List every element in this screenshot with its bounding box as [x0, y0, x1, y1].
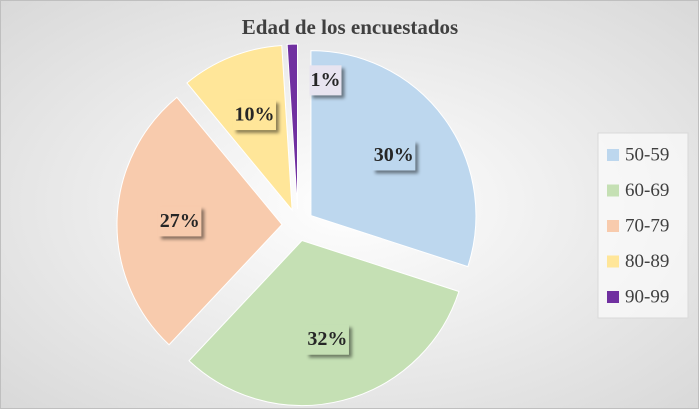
data-label-box	[232, 100, 276, 131]
legend-label: 60-69	[625, 180, 669, 201]
data-label-box	[372, 140, 416, 171]
legend-swatch	[607, 184, 619, 197]
data-label-box	[309, 65, 342, 96]
data-label: 27%	[160, 210, 200, 232]
pie-slice	[188, 239, 460, 406]
data-label: 30%	[374, 144, 414, 166]
data-label-box	[158, 206, 202, 237]
pie-slice	[286, 43, 298, 210]
chart-title: Edad de los encuestados	[242, 15, 458, 39]
legend-label: 50-59	[625, 144, 669, 165]
legend-label: 90-99	[625, 286, 669, 307]
data-label: 10%	[234, 104, 274, 126]
data-label: 32%	[307, 328, 347, 350]
legend-swatch	[607, 291, 619, 303]
legend-swatch	[607, 255, 619, 268]
data-label: 1%	[310, 69, 340, 91]
legend-label: 80-89	[625, 251, 669, 272]
legend-label: 70-79	[625, 215, 669, 236]
legend-swatch	[607, 220, 619, 232]
legend-swatch	[607, 149, 619, 161]
data-label-box	[305, 324, 349, 355]
